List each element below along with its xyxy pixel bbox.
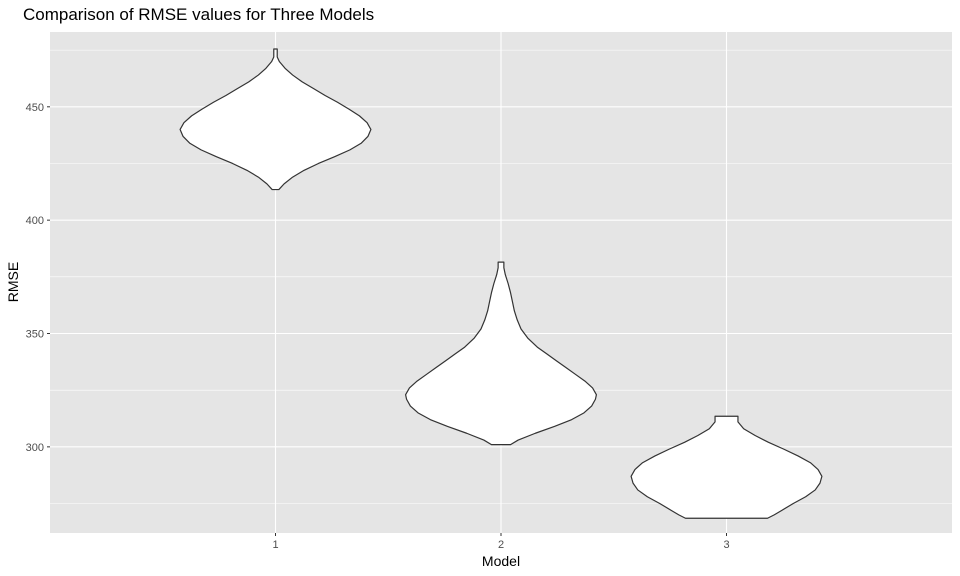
y-tick-label: 300 [26,442,44,454]
x-axis-title: Model [482,553,520,569]
x-tick-label: 1 [272,539,278,551]
violin-model-1 [179,48,372,191]
x-axis: 1 2 3 [272,533,730,551]
violin-group [179,48,823,519]
y-axis-title: RMSE [5,262,21,302]
y-axis: 300 350 400 450 [26,102,50,454]
violin-model-3 [630,415,823,519]
y-tick-label: 450 [26,102,44,114]
violin-model-2 [405,261,597,446]
y-tick-label: 350 [26,329,44,341]
x-tick-label: 2 [498,539,504,551]
x-tick-label: 3 [723,539,729,551]
chart-title: Comparison of RMSE values for Three Mode… [23,5,374,24]
y-tick-label: 400 [26,215,44,227]
